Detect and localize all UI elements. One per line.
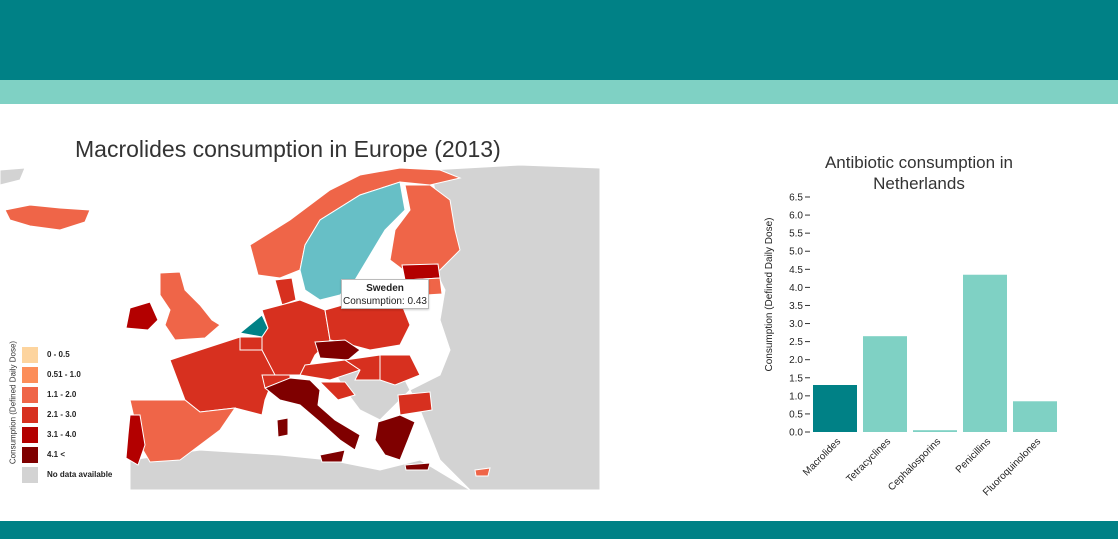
country-crete[interactable]: [404, 462, 431, 471]
y-tick-label: 2.5: [789, 337, 803, 348]
legend-label: 0.51 - 1.0: [47, 370, 81, 379]
y-tick-label: 3.0: [789, 319, 803, 330]
y-tick-label: 1.5: [789, 373, 803, 384]
y-tick-label: 1.0: [789, 391, 803, 402]
footer-band: [0, 521, 1118, 539]
x-tick-label: Cephalosporins: [886, 436, 943, 493]
country-greece[interactable]: [374, 414, 416, 461]
legend-swatch: [22, 447, 38, 463]
legend-item: 3.1 - 4.0: [22, 427, 142, 443]
y-tick-label: 5.5: [789, 229, 803, 240]
x-tick-label: Tetracyclines: [844, 436, 893, 485]
legend-swatch: [22, 387, 38, 403]
y-tick-label: 0.0: [789, 428, 803, 439]
legend-label: 3.1 - 4.0: [47, 430, 77, 439]
country-iceland[interactable]: [4, 204, 91, 231]
y-tick-label: 4.0: [789, 283, 803, 294]
country-bulgaria[interactable]: [397, 391, 433, 416]
country-portugal[interactable]: [125, 414, 146, 466]
chart-title-line: Antibiotic consumption in: [825, 153, 1013, 172]
chart-title-line: Netherlands: [873, 174, 965, 193]
y-tick-label: 0.5: [789, 409, 803, 420]
bar[interactable]: [1013, 401, 1057, 432]
header-band: [0, 0, 1118, 80]
legend-swatch: [22, 367, 38, 383]
country-czechia[interactable]: [314, 339, 361, 361]
y-tick-label: 6.0: [789, 211, 803, 222]
bar-chart: Antibiotic consumption in Netherlands Cons…: [764, 153, 1057, 498]
y-axis-label: Consumption (Defined Daily Dose): [764, 218, 775, 372]
map-tooltip: Sweden Consumption: 0.43: [341, 279, 429, 309]
country-cyprus[interactable]: [474, 467, 491, 477]
legend-label: No data available: [47, 470, 113, 479]
country-uk[interactable]: [159, 271, 221, 341]
country-norway[interactable]: [249, 167, 462, 279]
legend-item: 2.1 - 3.0: [22, 407, 142, 423]
subheader-band: [0, 80, 1118, 104]
country-finland[interactable]: [389, 184, 461, 276]
y-tick-label: 5.0: [789, 247, 803, 258]
country-sicily[interactable]: [319, 449, 346, 463]
map-landmass-iceland-west: [0, 167, 26, 186]
legend-title: Consumption (Defined Daily Dose): [8, 340, 18, 465]
country-denmark[interactable]: [274, 277, 297, 306]
legend-label: 0 - 0.5: [47, 350, 70, 359]
legend-item: 4.1 <: [22, 447, 142, 463]
legend-label: 1.1 - 2.0: [47, 390, 77, 399]
y-tick-label: 4.5: [789, 265, 803, 276]
legend-item: 0 - 0.5: [22, 347, 142, 363]
country-austria[interactable]: [299, 359, 362, 381]
x-tick-label: Penicillins: [954, 436, 993, 475]
y-tick-label: 6.5: [789, 193, 803, 204]
x-tick-label: Macrolides: [801, 436, 843, 478]
y-tick-label: 2.0: [789, 355, 803, 366]
legend-item: No data available: [22, 467, 142, 483]
country-italy[interactable]: [264, 377, 361, 451]
y-tick-label: 3.5: [789, 301, 803, 312]
country-belgium[interactable]: [239, 336, 263, 351]
bar[interactable]: [913, 430, 957, 432]
legend-swatch: [22, 427, 38, 443]
legend-label: 4.1 <: [47, 450, 66, 459]
country-sardinia[interactable]: [276, 417, 289, 438]
legend-label: 2.1 - 3.0: [47, 410, 77, 419]
bar[interactable]: [863, 336, 907, 432]
bar[interactable]: [963, 274, 1007, 432]
legend-swatch: [22, 347, 38, 363]
country-romania[interactable]: [379, 354, 421, 386]
map-landmass-south: [129, 449, 471, 490]
bar[interactable]: [813, 385, 857, 432]
legend-swatch: [22, 467, 38, 483]
legend-item: 1.1 - 2.0: [22, 387, 142, 403]
country-croatia[interactable]: [318, 381, 356, 401]
europe-map[interactable]: [0, 160, 600, 490]
tooltip-value: Consumption: 0.43: [343, 296, 427, 307]
country-ireland[interactable]: [125, 301, 159, 331]
country-sweden[interactable]: [299, 181, 406, 301]
map-title: Macrolides consumption in Europe (2013): [75, 136, 501, 162]
tooltip-country: Sweden: [366, 283, 404, 294]
legend-item: 0.51 - 1.0: [22, 367, 142, 383]
country-estonia[interactable]: [401, 263, 441, 281]
legend-swatch: [22, 407, 38, 423]
